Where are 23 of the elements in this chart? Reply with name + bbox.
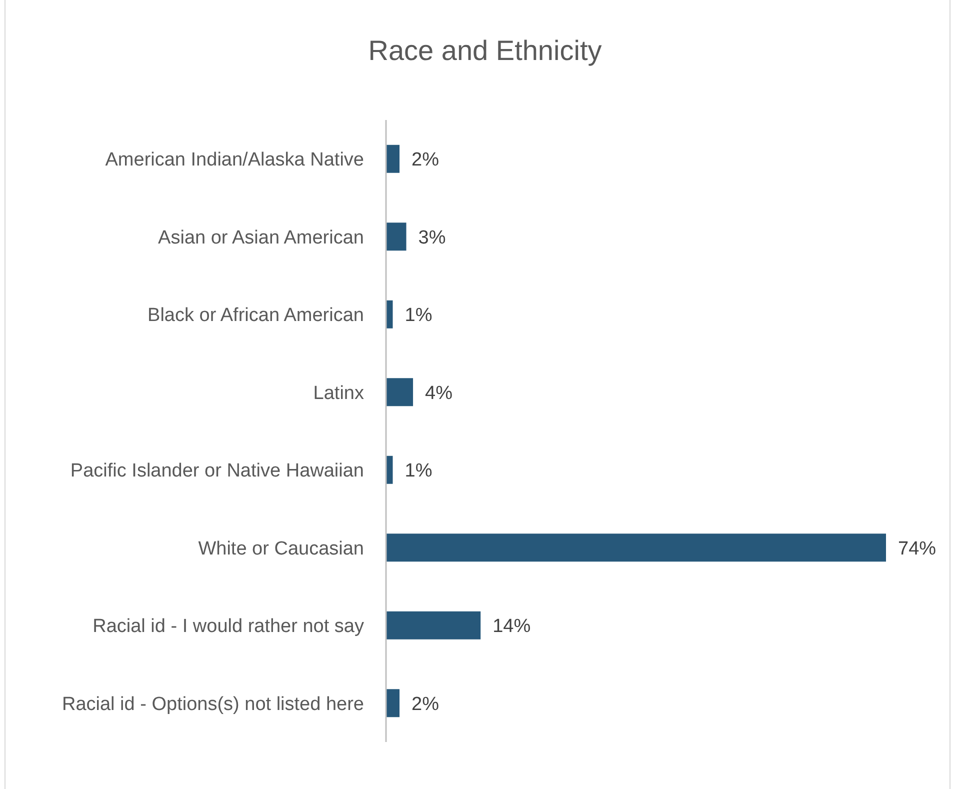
bar <box>386 222 406 251</box>
bar <box>386 144 400 173</box>
data-label: 1% <box>404 305 432 326</box>
y-tick-label: American Indian/Alaska Native <box>105 150 364 171</box>
y-tick-label: Asian or Asian American <box>158 227 364 248</box>
data-label: 4% <box>425 382 453 404</box>
bar <box>386 378 414 406</box>
y-tick-label: Black or African American <box>148 305 364 326</box>
y-tick-label: Racial id - Options(s) not listed here <box>62 694 364 715</box>
bar <box>386 534 886 562</box>
data-label: 2% <box>412 694 440 715</box>
chart-title: Race and Ethnicity <box>368 35 602 66</box>
data-label: 2% <box>412 150 440 171</box>
data-label: 3% <box>418 227 446 248</box>
bar <box>386 689 400 718</box>
y-tick-label: Latinx <box>313 382 364 404</box>
data-label: 1% <box>404 460 432 482</box>
y-tick-label: Pacific Islander or Native Hawaiian <box>70 460 364 482</box>
data-label: 74% <box>898 538 936 560</box>
y-tick-label: Racial id - I would rather not say <box>92 616 364 638</box>
data-label: 14% <box>492 616 531 638</box>
bar <box>386 611 481 640</box>
y-tick-label: White or Caucasian <box>198 538 364 560</box>
